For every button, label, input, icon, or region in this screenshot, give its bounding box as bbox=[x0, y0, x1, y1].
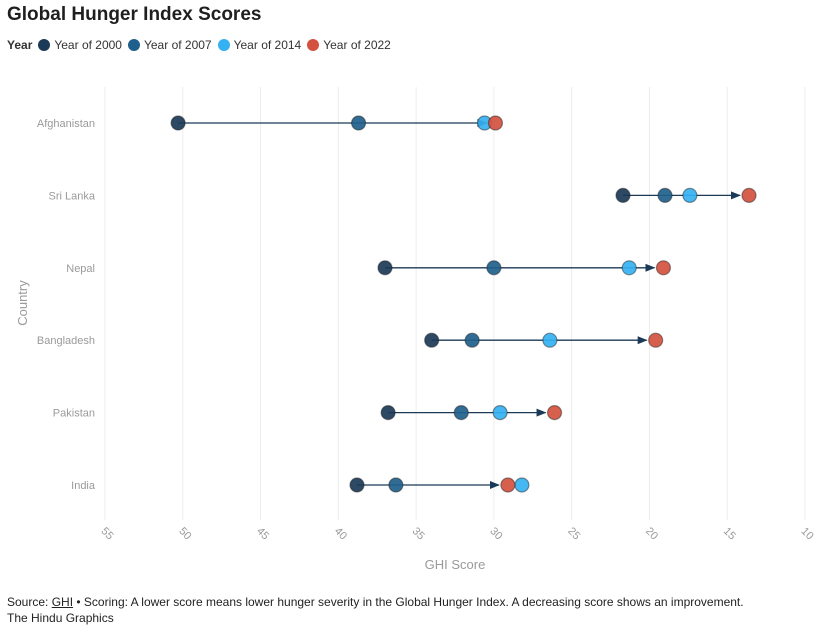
data-point bbox=[453, 405, 469, 421]
legend-item-2000[interactable]: Year of 2000 bbox=[38, 38, 122, 52]
y-tick-label: Bangladesh bbox=[37, 335, 95, 347]
legend-item-2007[interactable]: Year of 2007 bbox=[127, 38, 212, 52]
x-tick-label: 50 bbox=[176, 525, 193, 542]
data-point bbox=[464, 332, 480, 348]
data-point bbox=[424, 332, 440, 348]
data-point bbox=[514, 477, 530, 493]
data-point bbox=[349, 477, 365, 493]
data-point bbox=[657, 187, 673, 203]
data-point bbox=[350, 115, 367, 131]
x-tick-label: 10 bbox=[799, 525, 816, 542]
legend: Year Year of 2000 Year of 2007 Year of 2… bbox=[7, 38, 397, 52]
dumbbell-chart: 55 50 45 40 35 30 25 20 15 10 GHI Score Country Afgh… bbox=[15, 87, 816, 572]
data-point bbox=[500, 477, 516, 493]
data-point bbox=[741, 187, 757, 203]
x-axis-title: GHI Score bbox=[425, 557, 486, 572]
footer: Source: GHI • Scoring: A lower score mea… bbox=[7, 594, 744, 626]
y-tick-label: Nepal bbox=[66, 263, 95, 275]
data-point bbox=[546, 405, 563, 421]
x-tick-label: 25 bbox=[565, 525, 582, 542]
legend-marker-2022 bbox=[307, 39, 320, 51]
y-axis-title: Country bbox=[15, 280, 30, 326]
data-point bbox=[388, 477, 404, 493]
data-point bbox=[487, 115, 504, 131]
legend-label-2000: Year of 2000 bbox=[54, 38, 122, 52]
data-point bbox=[486, 260, 502, 276]
x-tick-label: 20 bbox=[643, 525, 660, 542]
data-point bbox=[615, 187, 631, 203]
x-tick-label: 40 bbox=[332, 525, 349, 542]
x-tick-label: 30 bbox=[487, 525, 504, 542]
x-tick-label: 35 bbox=[410, 525, 427, 542]
data-point bbox=[542, 332, 558, 348]
data-point bbox=[377, 260, 393, 276]
data-point bbox=[682, 187, 698, 203]
y-tick-label: Afghanistan bbox=[37, 118, 95, 130]
legend-label-2014: Year of 2014 bbox=[233, 38, 302, 52]
source-link[interactable]: GHI bbox=[51, 595, 74, 609]
legend-marker-2014 bbox=[217, 39, 230, 51]
legend-marker-2007 bbox=[127, 39, 140, 51]
y-tick-label: Sri Lanka bbox=[49, 190, 96, 202]
data-point bbox=[492, 405, 508, 421]
x-tick-label: 45 bbox=[254, 525, 271, 542]
data-point bbox=[170, 115, 186, 131]
legend-label-2022: Year of 2022 bbox=[323, 38, 391, 52]
x-tick-label: 55 bbox=[99, 525, 116, 542]
legend-label-2007: Year of 2007 bbox=[143, 38, 212, 52]
credit: The Hindu Graphics bbox=[7, 611, 114, 625]
y-tick-label: Pakistan bbox=[53, 408, 95, 420]
chart-title: Global Hunger Index Scores bbox=[7, 4, 262, 25]
legend-item-2022[interactable]: Year of 2022 bbox=[307, 38, 391, 52]
data-point bbox=[655, 260, 672, 276]
y-tick-label: India bbox=[71, 480, 96, 492]
source-note: • Scoring: A lower score means lower hun… bbox=[76, 595, 744, 609]
legend-title: Year bbox=[7, 38, 33, 52]
legend-item-2014[interactable]: Year of 2014 bbox=[217, 38, 302, 52]
x-tick-label: 15 bbox=[721, 525, 738, 542]
legend-marker-2000 bbox=[38, 39, 51, 51]
source-line: Source: GHI • Scoring: A lower score mea… bbox=[7, 594, 744, 610]
data-point bbox=[621, 260, 637, 276]
data-point bbox=[380, 405, 396, 421]
data-point bbox=[648, 332, 664, 348]
source-label: Source: bbox=[7, 595, 49, 609]
